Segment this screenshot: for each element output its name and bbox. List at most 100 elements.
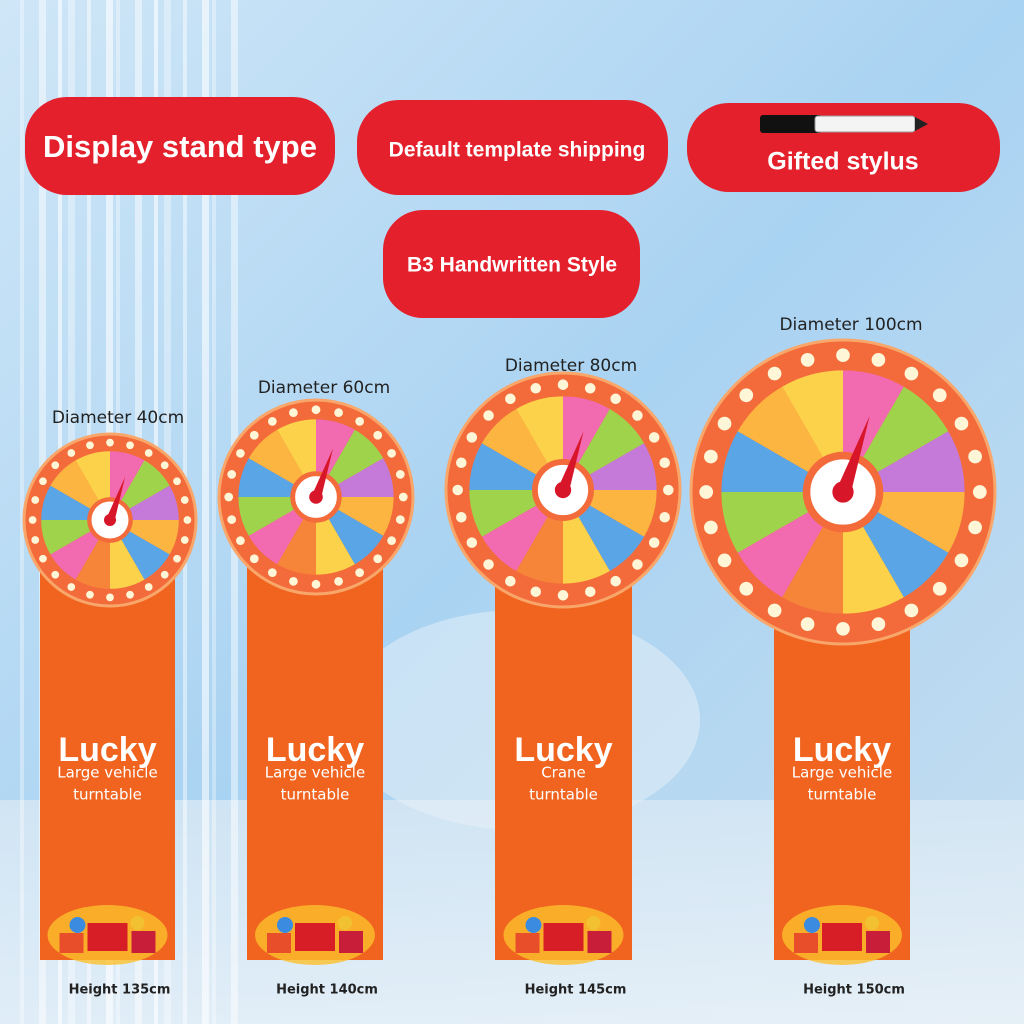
height-label: Height 150cm xyxy=(803,983,905,998)
wheel-bulb xyxy=(86,590,94,599)
gift-box xyxy=(339,931,363,953)
gift-ball xyxy=(130,916,145,930)
wheel-pointer xyxy=(311,448,333,499)
wheel-bulb xyxy=(355,417,365,426)
wheel-bulb xyxy=(717,553,732,568)
wheel-bulb xyxy=(173,554,181,563)
wheel-bulb xyxy=(663,484,674,496)
wheel-bulb xyxy=(968,449,982,464)
wheel-pointer xyxy=(835,416,870,494)
gift-ball xyxy=(865,916,879,930)
wheel-bulb xyxy=(31,496,40,504)
gift-box xyxy=(87,923,128,951)
wheel-bulb xyxy=(800,617,815,631)
gift-ball xyxy=(804,917,820,933)
stripe xyxy=(20,0,24,1024)
wheel-bulb xyxy=(227,470,237,479)
badge-bg xyxy=(25,97,335,195)
brand-text: Lucky xyxy=(514,731,612,769)
subtitle-line: turntable xyxy=(808,786,877,804)
wheel-bulb xyxy=(355,568,365,577)
stand-pole xyxy=(495,548,632,960)
wheel-bulb xyxy=(954,553,969,568)
stand-pole xyxy=(40,563,175,960)
height-label: Height 135cm xyxy=(69,983,171,998)
wheel-bulb xyxy=(904,366,919,381)
wheel-bulb xyxy=(659,511,670,523)
wheel-bulb xyxy=(968,520,982,535)
diameter-label: Diameter 80cm xyxy=(505,356,637,376)
wheel-bulb xyxy=(28,516,37,524)
wheel-bulb xyxy=(31,536,40,544)
wheel-bulb xyxy=(126,590,134,599)
brand-text: Lucky xyxy=(793,731,891,769)
wheel-bulb xyxy=(236,448,245,458)
wheel-bulb xyxy=(932,388,947,403)
wheel-bulb xyxy=(395,515,405,524)
wheel-bulb xyxy=(311,405,321,415)
wheel-bulb xyxy=(557,590,569,601)
height-label: Height 145cm xyxy=(525,983,627,998)
wheel-bulb xyxy=(610,393,621,405)
wheel-bulb xyxy=(767,603,782,618)
gift-box xyxy=(131,931,156,953)
wheel-bulb xyxy=(160,461,169,470)
pointer-pivot xyxy=(309,490,323,504)
wheel-bulb xyxy=(452,484,463,496)
pointer-pivot xyxy=(103,513,117,527)
wheel-bulb xyxy=(160,570,169,579)
gift-box xyxy=(866,931,890,953)
wheel-bulb xyxy=(86,441,94,450)
wheel-pointer xyxy=(557,431,584,492)
wheel-bulb xyxy=(39,554,47,563)
wheel-bulb xyxy=(836,348,850,363)
badge-bg xyxy=(357,100,668,195)
wheel-bulb xyxy=(387,536,396,546)
gift-box xyxy=(822,923,862,951)
subtitle-line: Large vehicle xyxy=(265,764,365,782)
stripe xyxy=(212,0,216,1024)
wheel-bulb xyxy=(767,366,782,381)
wheel-bulb xyxy=(39,477,47,486)
wheel-bulb xyxy=(267,417,277,426)
wheel-bulb xyxy=(739,581,754,596)
badge-bg xyxy=(383,210,640,318)
wheel-bulb xyxy=(106,438,114,447)
wheel-bulb xyxy=(173,477,181,486)
wheel-bulb xyxy=(972,485,987,499)
wheel-bulb xyxy=(704,520,718,535)
badge: Display stand type xyxy=(25,97,335,195)
wheel-bulb xyxy=(648,432,660,443)
gift-ball xyxy=(69,917,86,933)
badge: Default template shipping xyxy=(357,100,668,195)
wheel-bulb xyxy=(871,617,886,631)
wheel-bulb xyxy=(126,441,134,450)
wheel-bulb xyxy=(180,536,189,544)
wheel-bulb xyxy=(395,470,405,479)
wheel-bulb xyxy=(398,492,408,502)
wheel-bulb xyxy=(648,537,660,548)
wheel-bulb xyxy=(224,492,234,502)
wheel-bulb xyxy=(106,593,114,602)
wheel-bulb xyxy=(632,559,643,570)
gift-box xyxy=(794,933,818,953)
subtitle-line: turntable xyxy=(529,786,598,804)
wheel-bulb xyxy=(334,576,343,586)
wheel-bulb xyxy=(456,511,467,523)
pointer-pivot xyxy=(554,481,572,499)
badge-label: Gifted stylus xyxy=(767,148,918,176)
wheel-bulb xyxy=(249,554,259,564)
gift-box xyxy=(59,933,84,953)
wheel-bulb xyxy=(932,581,947,596)
wheel-bulb xyxy=(610,575,621,587)
wheel-bulb xyxy=(836,621,850,636)
wheel-bulb xyxy=(505,575,516,587)
wheel-bulb xyxy=(387,448,396,458)
wheel-bulb xyxy=(227,515,237,524)
gift-ball xyxy=(338,916,352,930)
stylus-body xyxy=(814,115,916,133)
wheel-bulb xyxy=(180,496,189,504)
